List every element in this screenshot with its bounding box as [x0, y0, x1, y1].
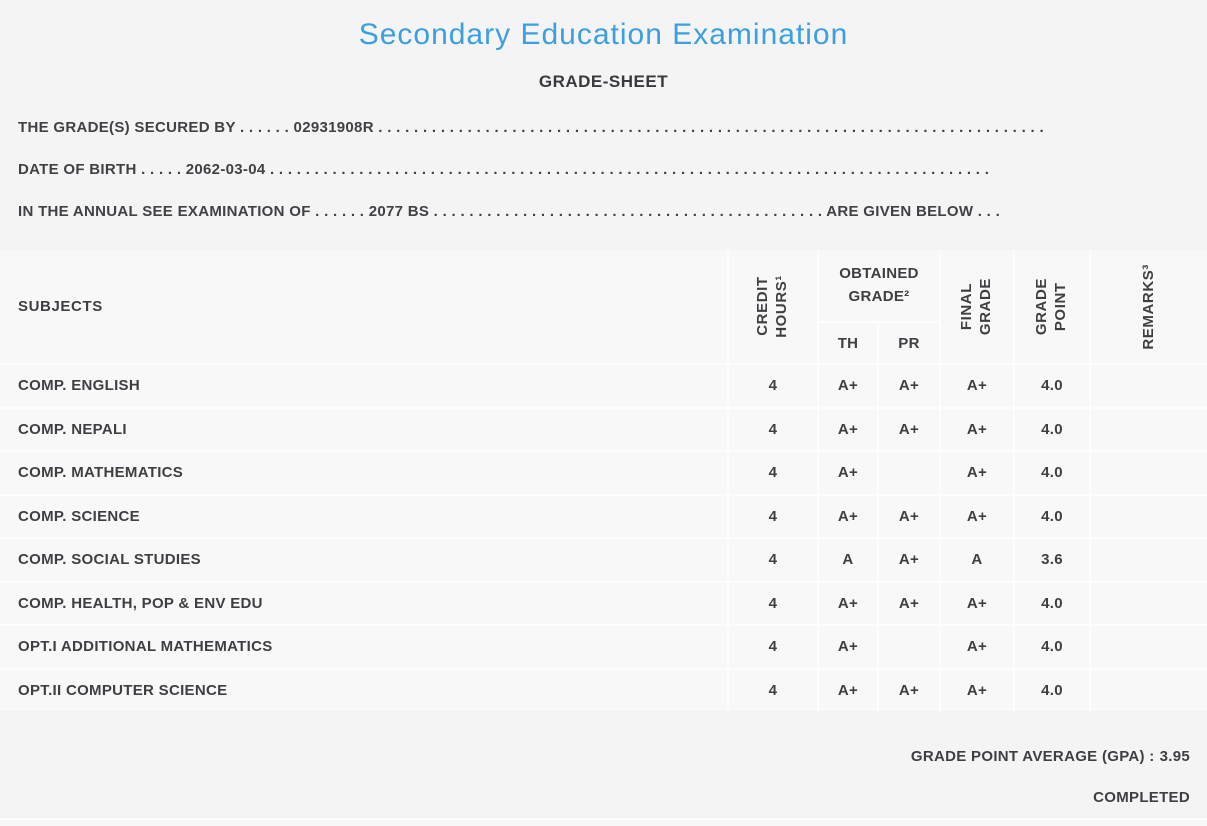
th-grade-cell: A+	[819, 669, 877, 711]
bottom-divider	[0, 818, 1207, 826]
credit-hours-cell: 4	[729, 626, 817, 668]
subject-cell: COMP. HEALTH, POP & ENV EDU	[0, 582, 727, 624]
credit-hours-cell: 4	[729, 669, 817, 711]
th-grade-cell: A	[819, 539, 877, 581]
credit-hours-cell: 4	[729, 452, 817, 494]
grade-point-cell: 3.6	[1015, 539, 1089, 581]
subject-cell: COMP. ENGLISH	[0, 365, 727, 407]
remarks-cell	[1091, 365, 1207, 407]
credit-hours-cell: 4	[729, 582, 817, 624]
remarks-cell	[1091, 539, 1207, 581]
th-grade-cell: A+	[819, 452, 877, 494]
final-grade-cell: A+	[941, 452, 1013, 494]
column-header-obtained-grade: OBTAINED GRADE²	[819, 250, 939, 321]
pr-grade-cell: A+	[879, 539, 939, 581]
final-grade-cell: A+	[941, 582, 1013, 624]
status-completed: COMPLETED	[1093, 789, 1190, 806]
grade-point-cell: 4.0	[1015, 669, 1089, 711]
pr-grade-cell	[879, 452, 939, 494]
obtained-grade-label: OBTAINED GRADE²	[839, 265, 919, 305]
pr-grade-cell: A+	[879, 365, 939, 407]
column-header-final-grade: FINAL GRADE	[941, 250, 1013, 363]
subject-cell: COMP. MATHEMATICS	[0, 452, 727, 494]
page-subtitle: GRADE-SHEET	[538, 72, 669, 91]
credit-hours-cell: 4	[729, 365, 817, 407]
th-grade-cell: A+	[819, 495, 877, 537]
th-grade-cell: A+	[819, 408, 877, 450]
info-line-date-of-birth: DATE OF BIRTH . . . . . 2062-03-04 . . .…	[18, 161, 990, 178]
pr-grade-cell: A+	[879, 582, 939, 624]
column-header-grade-point: GRADE POINT	[1015, 250, 1089, 363]
th-grade-cell: A+	[819, 626, 877, 668]
final-grade-cell: A	[941, 539, 1013, 581]
pr-grade-cell: A+	[879, 408, 939, 450]
remarks-cell	[1091, 582, 1207, 624]
column-header-th: TH	[819, 323, 877, 363]
final-grade-cell: A+	[941, 365, 1013, 407]
pr-grade-cell	[879, 626, 939, 668]
info-line-examination-year: IN THE ANNUAL SEE EXAMINATION OF . . . .…	[18, 203, 1001, 220]
remarks-cell	[1091, 626, 1207, 668]
gpa-value: 3.95	[1159, 748, 1190, 765]
final-grade-vertical-label: FINAL GRADE	[958, 277, 994, 336]
final-grade-cell: A+	[941, 626, 1013, 668]
gpa-label: GRADE POINT AVERAGE (GPA) :	[910, 748, 1155, 765]
gpa-line: GRADE POINT AVERAGE (GPA) :3.95	[911, 748, 1190, 765]
final-grade-cell: A+	[941, 408, 1013, 450]
remarks-cell	[1091, 495, 1207, 537]
remarks-cell	[1091, 452, 1207, 494]
grade-point-cell: 4.0	[1015, 582, 1089, 624]
remarks-cell	[1091, 408, 1207, 450]
pr-grade-cell: A+	[879, 495, 939, 537]
grade-point-cell: 4.0	[1015, 408, 1089, 450]
th-grade-cell: A+	[819, 582, 877, 624]
subject-cell: COMP. SOCIAL STUDIES	[0, 539, 727, 581]
column-header-pr: PR	[879, 323, 939, 363]
final-grade-cell: A+	[941, 495, 1013, 537]
subject-cell: OPT.II COMPUTER SCIENCE	[0, 669, 727, 711]
credit-hours-cell: 4	[729, 495, 817, 537]
credit-hours-cell: 4	[729, 408, 817, 450]
remarks-vertical-label: REMARKS³	[1139, 263, 1157, 350]
subject-cell: COMP. NEPALI	[0, 408, 727, 450]
credit-hours-cell: 4	[729, 539, 817, 581]
page-title: Secondary Education Examination	[358, 18, 849, 51]
grade-table: SUBJECTS CREDIT HOURS¹ OBTAINED GRADE² T…	[0, 250, 1207, 711]
subject-cell: COMP. SCIENCE	[0, 495, 727, 537]
th-grade-cell: A+	[819, 365, 877, 407]
grade-point-cell: 4.0	[1015, 495, 1089, 537]
grade-point-cell: 4.0	[1015, 365, 1089, 407]
info-line-grades-secured-by: THE GRADE(S) SECURED BY . . . . . . 0293…	[18, 119, 1044, 136]
grade-point-cell: 4.0	[1015, 452, 1089, 494]
subject-cell: OPT.I ADDITIONAL MATHEMATICS	[0, 626, 727, 668]
pr-grade-cell: A+	[879, 669, 939, 711]
column-header-subjects: SUBJECTS	[0, 250, 727, 363]
remarks-cell	[1091, 669, 1207, 711]
final-grade-cell: A+	[941, 669, 1013, 711]
grade-point-vertical-label: GRADE POINT	[1033, 277, 1069, 336]
column-header-credit-hours: CREDIT HOURS¹	[729, 250, 817, 363]
credit-hours-vertical-label: CREDIT HOURS¹	[754, 275, 790, 338]
column-header-remarks: REMARKS³	[1091, 250, 1207, 363]
grade-point-cell: 4.0	[1015, 626, 1089, 668]
